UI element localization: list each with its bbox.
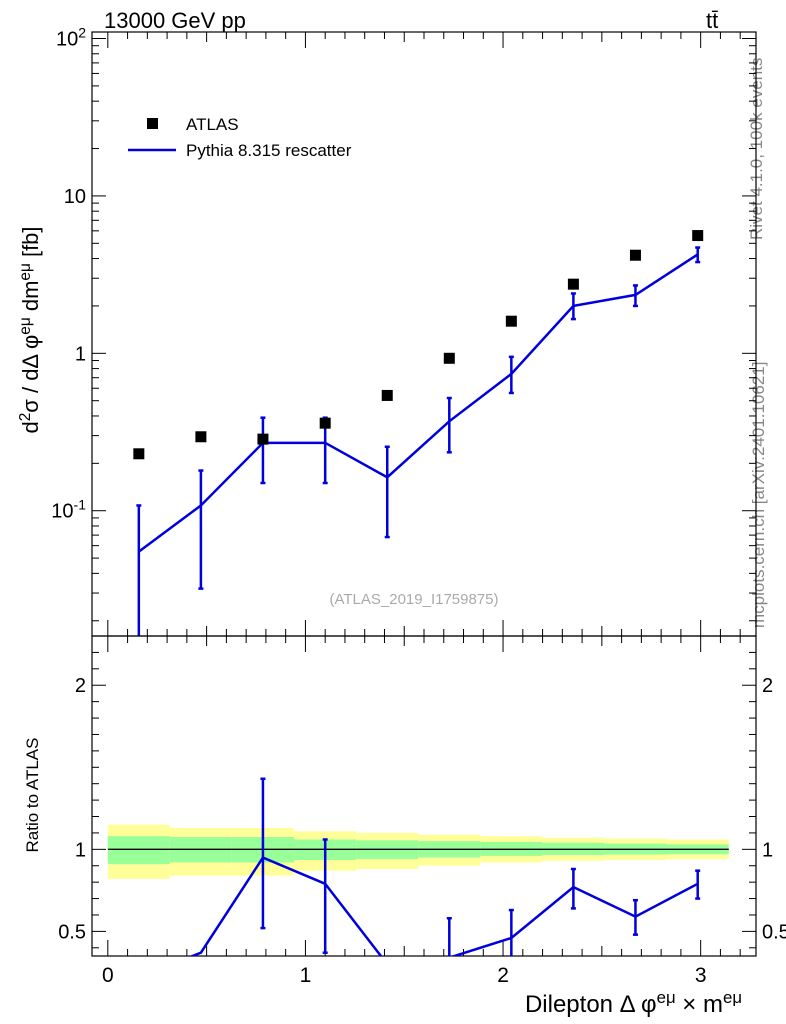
data-point <box>567 278 579 290</box>
data-point <box>505 315 517 327</box>
main-y-tick-label: 102 <box>56 25 86 51</box>
data-point <box>629 249 641 261</box>
mc-series <box>136 246 701 636</box>
analysis-watermark: (ATLAS_2019_I1759875) <box>329 591 498 608</box>
x-axis-label: Dilepton Δ φeμ × meμ <box>525 988 742 1019</box>
data-point <box>319 417 331 429</box>
ratio-inner-band <box>107 836 170 865</box>
data-point <box>443 352 455 364</box>
ratio-mc-series <box>189 777 701 956</box>
data-point <box>257 433 269 445</box>
ratio-mc-line <box>189 855 699 956</box>
data-point <box>692 230 704 242</box>
x-tick-label: 3 <box>695 964 707 987</box>
main-ylabel: d2σ / dΔ φeμ dmeμ [fb] <box>17 226 44 433</box>
ratio-y-tick-label: 1 <box>75 839 86 861</box>
legend-data-label: ATLAS <box>186 115 239 134</box>
legend: ATLAS Pythia 8.315 rescatter <box>128 115 352 160</box>
ratio-frame <box>91 635 757 957</box>
legend-data-marker <box>147 118 158 129</box>
header-energy: 13000 GeV pp <box>104 8 246 33</box>
ratio-y-tick-label-right: 1 <box>762 839 773 861</box>
x-tick-label: 1 <box>300 964 312 987</box>
main-y-tick-label: 1 <box>75 343 86 365</box>
ratio-y-tick-label-right: 2 <box>762 675 773 697</box>
mc-line <box>138 253 699 553</box>
main-y-tick-label: 10 <box>64 186 86 208</box>
ratio-panel: 0 1 2 3 0.5 0.5 1 1 2 2 <box>58 620 786 987</box>
data-point <box>381 389 393 401</box>
data-point <box>133 448 145 460</box>
header-process: tt̄ <box>706 8 718 33</box>
ratio-y-tick-label: 2 <box>75 675 86 697</box>
x-tick-label: 0 <box>102 964 114 987</box>
main-y-tick-label: 10-1 <box>51 497 86 523</box>
ratio-y-tick-label: 0.5 <box>58 921 86 943</box>
source-label: mcplots.cern.ch [arXiv:2401.10621] <box>749 362 768 628</box>
main-panel: 10-1 1 10 102 <box>51 25 757 637</box>
ratio-ylabel: Ratio to ATLAS <box>23 738 42 853</box>
x-tick-label: 2 <box>497 964 509 987</box>
data-point <box>195 431 207 443</box>
legend-mc-label: Pythia 8.315 rescatter <box>186 141 352 160</box>
ratio-y-tick-label-right: 0.5 <box>762 921 786 943</box>
